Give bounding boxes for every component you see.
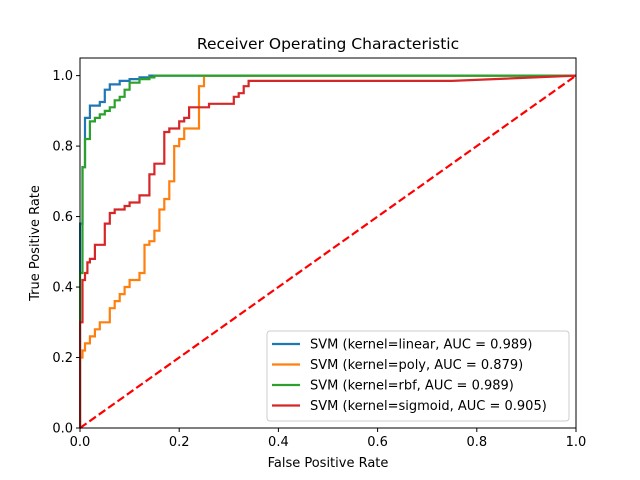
- y-tick-label: 0.8: [52, 140, 73, 155]
- x-axis-label: False Positive Rate: [268, 456, 389, 471]
- roc-line-1: [79, 74, 576, 428]
- roc-line-2: [79, 74, 576, 428]
- axis-ticks: 0.0 0.2 0.4 0.6 0.8 1.0 0.0 0.2 0.4 0.6 0.8 1.0: [52, 69, 586, 450]
- x-tick-label: 0.8: [466, 435, 487, 450]
- legend-label: SVM (kernel=linear, AUC = 0.989): [310, 338, 532, 353]
- y-tick-label: 0.0: [52, 422, 73, 437]
- legend-label: SVM (kernel=rbf, AUC = 0.989): [310, 379, 514, 394]
- legend-label: SVM (kernel=poly, AUC = 0.879): [310, 358, 523, 373]
- chance-diagonal-line: [79, 74, 577, 429]
- roc-line-3: [79, 74, 577, 428]
- y-tick-label: 0.6: [52, 210, 73, 225]
- axes-frame: [79, 57, 577, 429]
- legend: SVM (kernel=linear, AUC = 0.989) SVM (ker…: [266, 330, 570, 422]
- y-tick-label: 1.0: [52, 69, 73, 84]
- x-tick-label: 0.6: [367, 435, 388, 450]
- x-tick-label: 0.0: [70, 435, 91, 450]
- legend-box: [266, 330, 570, 422]
- chart-title: Receiver Operating Characteristic: [197, 35, 459, 53]
- y-axis-label: True Positive Rate: [28, 185, 43, 302]
- plot-area: [79, 74, 577, 429]
- x-tick-label: 0.2: [169, 435, 190, 450]
- legend-label: SVM (kernel=sigmoid, AUC = 0.905): [310, 399, 547, 414]
- y-tick-label: 0.2: [52, 351, 73, 366]
- y-tick-label: 0.4: [52, 281, 73, 296]
- x-tick-label: 1.0: [566, 435, 587, 450]
- x-tick-label: 0.4: [268, 435, 289, 450]
